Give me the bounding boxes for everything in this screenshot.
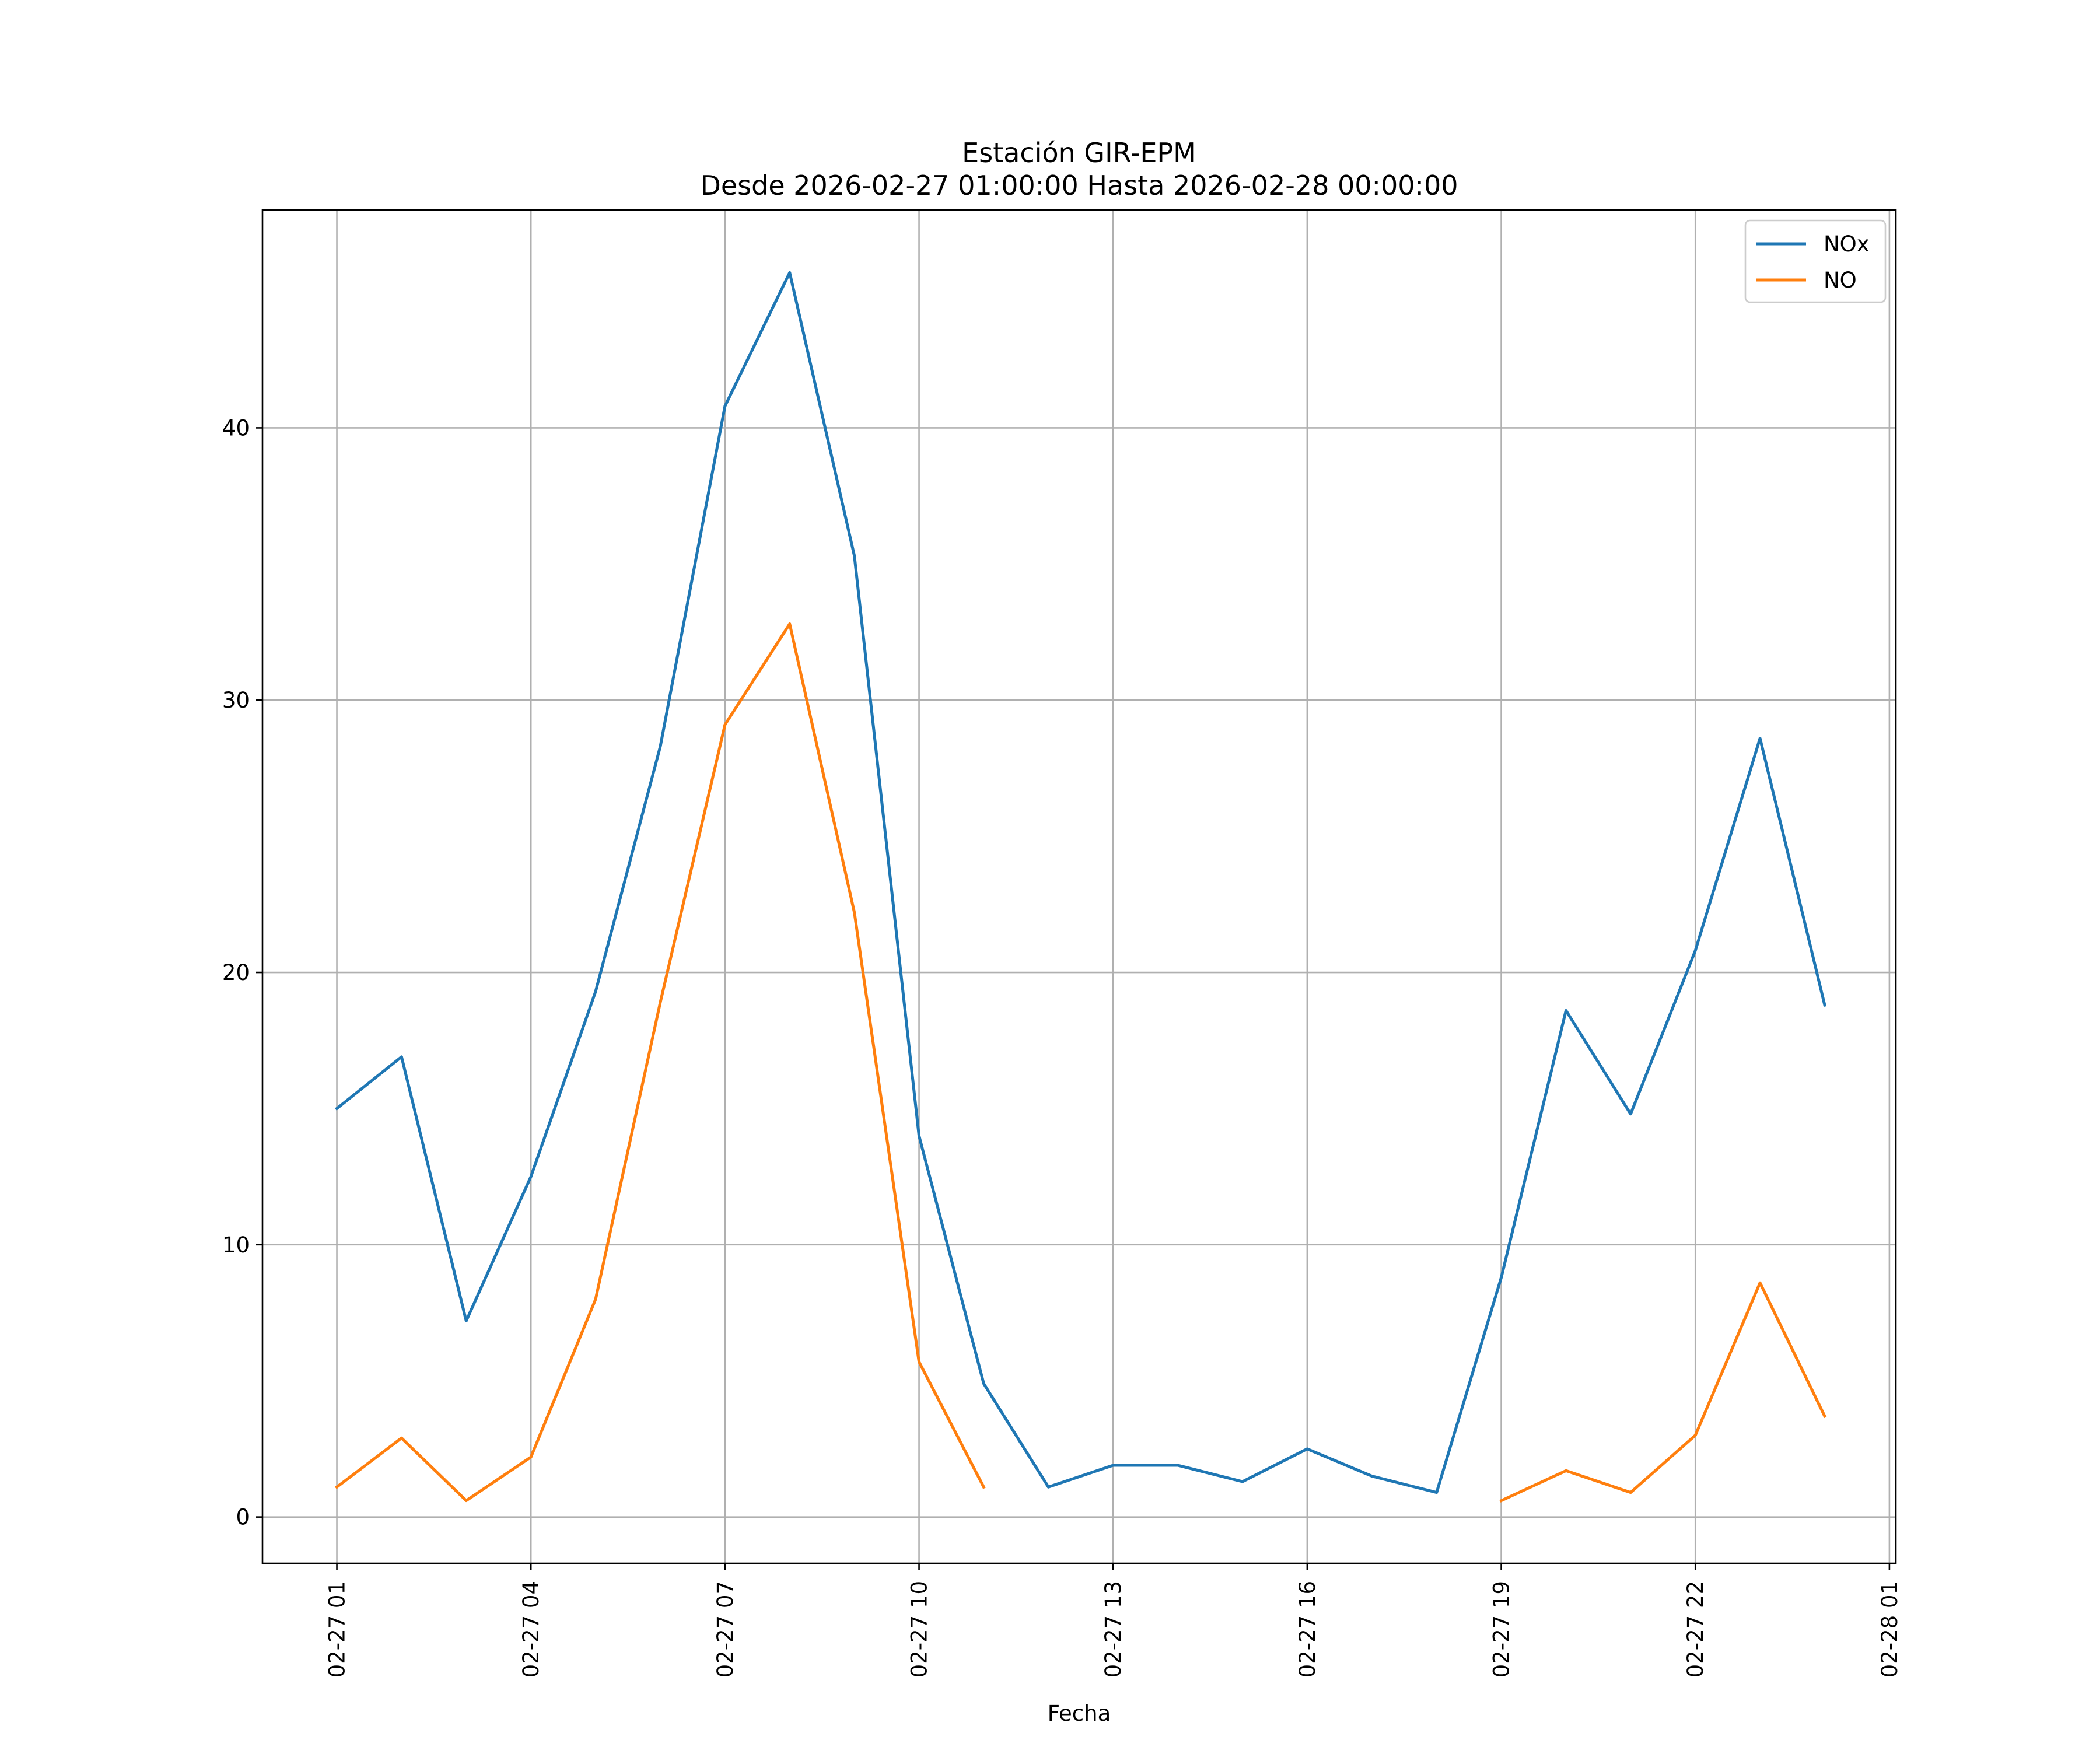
x-tick-label: 02-27 07 (713, 1581, 738, 1678)
y-tick-label: 40 (222, 415, 250, 440)
y-tick-label: 20 (222, 960, 250, 985)
chart-title-line2: Desde 2026-02-27 01:00:00 Hasta 2026-02-… (700, 170, 1458, 201)
legend-label-nox: NOx (1824, 232, 1870, 257)
series-line-no (334, 622, 1827, 1503)
legend-label-no: NO (1824, 268, 1857, 293)
x-axis-label: Fecha (1048, 1701, 1111, 1726)
y-axis-ticks: 0 10 20 30 40 (222, 415, 262, 1530)
x-tick-label: 02-27 10 (907, 1581, 932, 1678)
series-line-nox (334, 271, 1827, 1494)
grid (262, 210, 1896, 1563)
plot-frame (261, 209, 1897, 1564)
x-tick-label: 02-27 01 (325, 1581, 350, 1678)
chart-title-line1: Estación GIR-EPM (962, 137, 1196, 169)
x-tick-label: 02-27 04 (519, 1581, 544, 1678)
legend: NOx NO (1744, 219, 1887, 303)
legend-box (1744, 219, 1887, 303)
series-lines (334, 271, 1827, 1503)
x-tick-label: 02-28 01 (1877, 1581, 1902, 1678)
x-axis-ticks: 02-27 01 02-27 04 02-27 07 02-27 10 02-27 13… (325, 1563, 1902, 1678)
y-tick-label: 10 (222, 1233, 250, 1258)
y-tick-label: 30 (222, 688, 250, 713)
y-tick-label: 0 (236, 1505, 250, 1530)
x-tick-label: 02-27 16 (1295, 1581, 1320, 1678)
x-tick-label: 02-27 19 (1489, 1581, 1514, 1678)
x-tick-label: 02-27 13 (1101, 1581, 1126, 1678)
x-tick-label: 02-27 22 (1683, 1581, 1708, 1678)
